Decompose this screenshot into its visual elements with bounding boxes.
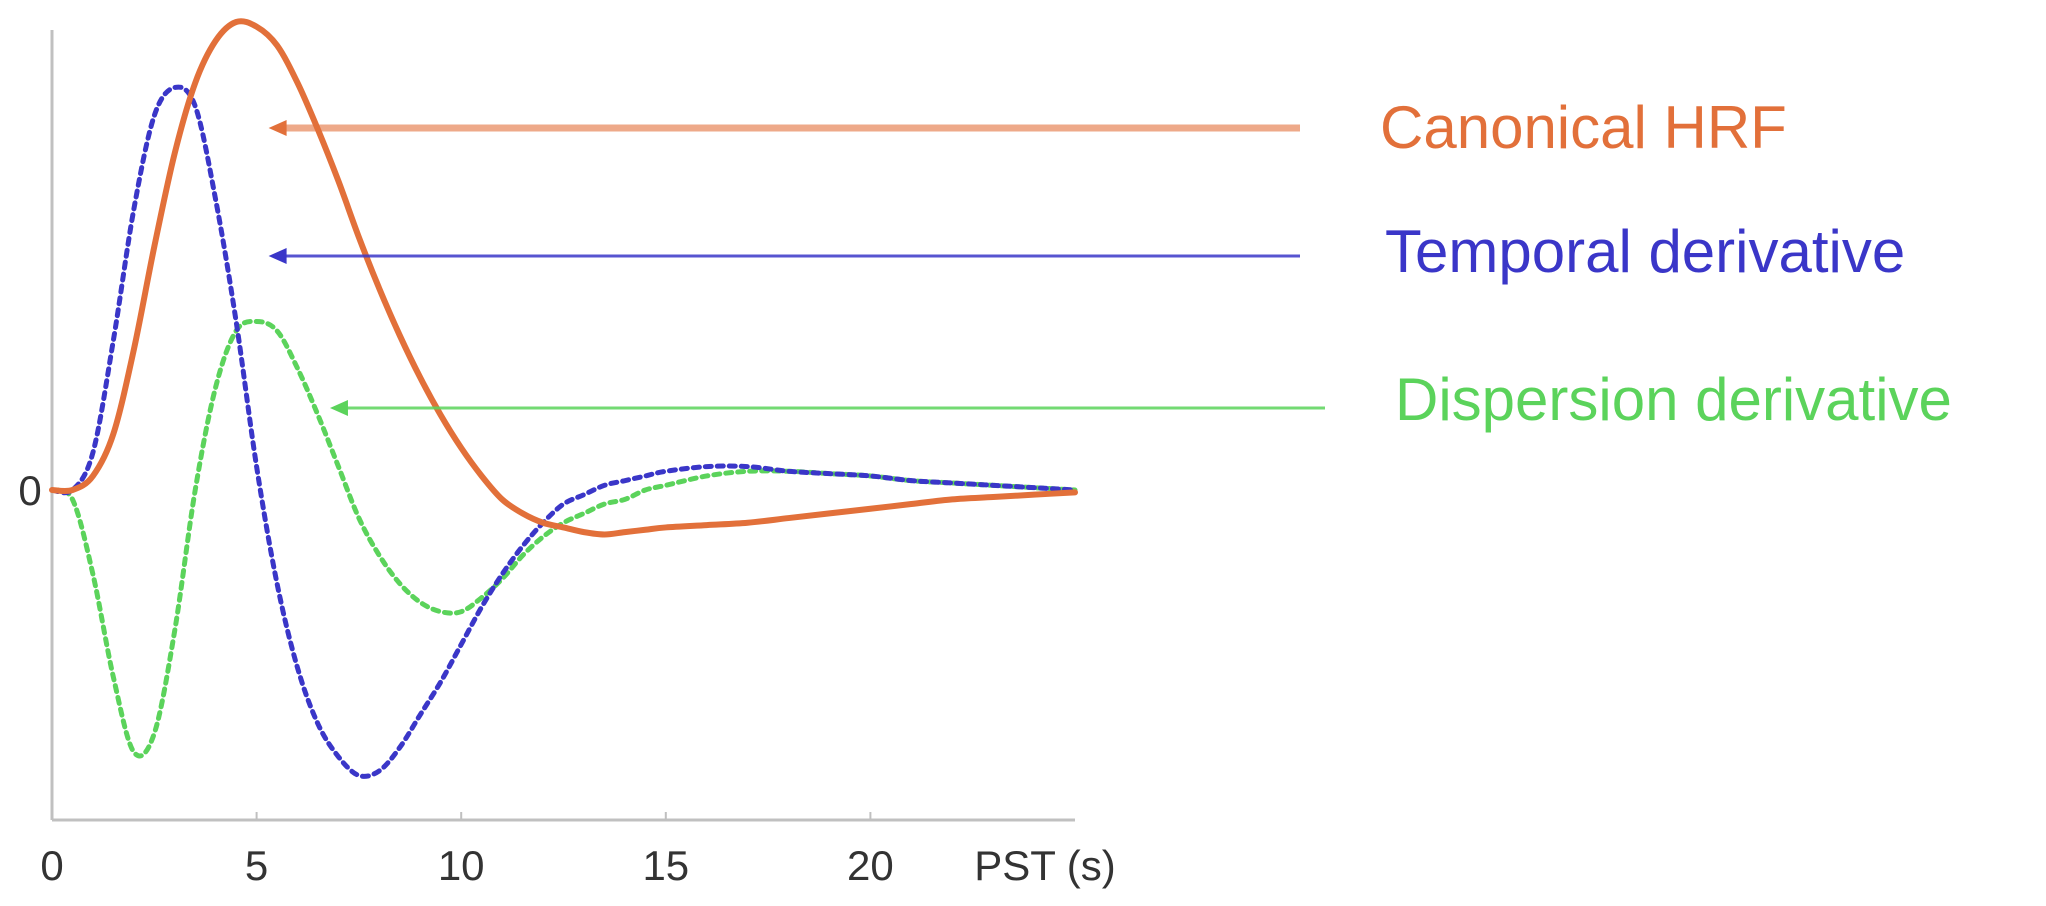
x-tick-label: 15	[642, 842, 689, 889]
x-axis-label: PST (s)	[974, 842, 1116, 889]
x-tick-label: 10	[438, 842, 485, 889]
series-layer	[49, 18, 1078, 779]
legend-label-canonical-hrf: Canonical HRF	[1380, 94, 1787, 161]
legend-label-dispersion-derivative: Dispersion derivative	[1395, 366, 1952, 433]
legend-label-temporal-derivative: Temporal derivative	[1385, 218, 1905, 285]
series-line-dispersion-derivative	[49, 318, 1078, 759]
legend-arrowhead-temporal-derivative	[268, 248, 287, 264]
x-tick-label: 0	[40, 842, 63, 889]
legend-layer: Canonical HRF Temporal derivative Dispersi…	[268, 94, 1952, 433]
x-tick-label: 20	[847, 842, 894, 889]
y-tick-label: 0	[18, 467, 41, 514]
legend-arrowhead-canonical-hrf	[268, 120, 287, 136]
series-line-canonical-hrf	[49, 18, 1078, 538]
series-line-temporal-derivative	[49, 84, 1078, 779]
tick-layer: 0 5 10 15 20 PST (s) 0	[18, 467, 1115, 889]
x-tick-label: 5	[245, 842, 268, 889]
axes	[50, 30, 1075, 822]
legend-arrowhead-dispersion-derivative	[329, 400, 348, 416]
